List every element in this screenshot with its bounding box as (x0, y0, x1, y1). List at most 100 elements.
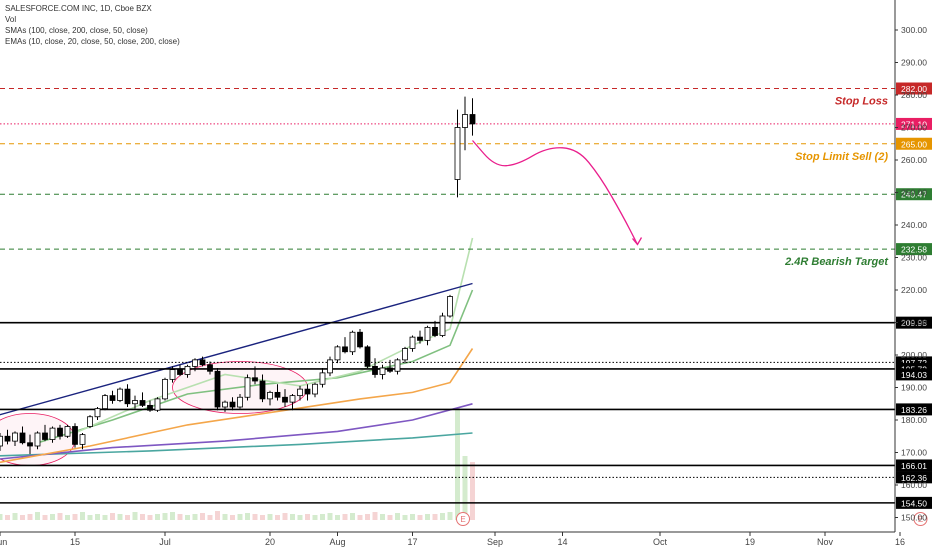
level-annotation: 2.4R Bearish Target (784, 256, 889, 268)
candle-body[interactable] (192, 359, 198, 367)
candle-body[interactable] (267, 391, 273, 400)
candle-body[interactable] (27, 442, 33, 447)
candle-body[interactable] (372, 365, 378, 375)
candle-body[interactable] (12, 432, 18, 442)
candle-body[interactable] (4, 435, 11, 442)
candle-body[interactable] (439, 315, 446, 336)
candle-body[interactable] (124, 388, 131, 405)
candle-body[interactable] (334, 346, 341, 361)
candle-body[interactable] (79, 434, 86, 445)
candle-body[interactable] (304, 388, 311, 395)
candle-body[interactable] (49, 427, 56, 440)
volume-bar (417, 515, 423, 520)
earnings-marker-icon[interactable] (456, 512, 470, 526)
volume-bar (155, 514, 160, 520)
volume-bar (222, 514, 228, 520)
level-annotation: Stop Limit Sell (2) (795, 151, 888, 163)
candle-body[interactable] (454, 127, 461, 180)
candle-body[interactable] (409, 336, 416, 349)
candle-body[interactable] (237, 396, 243, 408)
time-axis-label: 19 (745, 537, 755, 547)
candle-body[interactable] (402, 348, 408, 361)
time-axis-label: 16 (895, 537, 905, 547)
earnings-marker-icon[interactable] (913, 512, 928, 526)
candle-body[interactable] (297, 388, 303, 397)
candle-body[interactable] (364, 346, 371, 367)
candle-body[interactable] (447, 296, 453, 317)
ema-indicator-label[interactable]: EMAs (10, close, 20, close, 50, close, 2… (5, 37, 180, 46)
candle-body[interactable] (214, 370, 221, 408)
candle-body[interactable] (177, 369, 183, 375)
level-annotation: Stop Loss (835, 96, 888, 108)
candle-body[interactable] (274, 391, 281, 398)
candle-body[interactable] (0, 435, 3, 447)
candle-body[interactable] (387, 367, 393, 372)
volume-bar (237, 514, 243, 520)
candle-body[interactable] (162, 378, 168, 400)
candle-body[interactable] (319, 372, 326, 385)
volume-bar (147, 515, 153, 520)
candle-body[interactable] (327, 359, 333, 374)
volume-bar (35, 512, 40, 520)
volume-bar (372, 512, 378, 520)
price-level-label: 265.00 (901, 139, 927, 149)
candle-body[interactable] (117, 388, 123, 401)
candle-body[interactable] (207, 364, 213, 372)
candle-body[interactable] (19, 432, 26, 444)
candle-body[interactable] (289, 395, 296, 403)
price-axis-label: 160.00 (901, 480, 927, 490)
candle-body[interactable] (424, 326, 431, 341)
candle-body[interactable] (57, 427, 63, 437)
candle-body[interactable] (417, 336, 423, 341)
earnings-marker-label: E (918, 515, 923, 524)
candle-body[interactable] (64, 426, 71, 437)
candle-body[interactable] (169, 369, 176, 380)
candle-body[interactable] (394, 359, 401, 372)
candle-body[interactable] (432, 326, 438, 336)
candle-body[interactable] (462, 114, 468, 128)
candle-body[interactable] (342, 346, 348, 353)
candle-body[interactable] (184, 365, 191, 375)
time-axis-label: Oct (653, 537, 668, 547)
candle-body[interactable] (139, 400, 146, 406)
time-axis-label: 14 (557, 537, 567, 547)
candle-body[interactable] (42, 432, 48, 440)
projection-path[interactable] (472, 140, 639, 245)
candle-body[interactable] (147, 404, 153, 411)
candle-body[interactable] (312, 383, 318, 395)
candle-body[interactable] (72, 426, 78, 445)
candle-body[interactable] (94, 408, 101, 418)
candle-body[interactable] (87, 416, 93, 427)
volume-bar (440, 513, 445, 520)
sma-indicator-label[interactable]: SMAs (100, close, 200, close, 50, close) (5, 26, 148, 35)
candle-body[interactable] (357, 331, 363, 348)
candle-body[interactable] (34, 432, 41, 447)
candle-body[interactable] (154, 398, 161, 411)
candle-body[interactable] (102, 395, 108, 410)
volume-bar (72, 514, 78, 520)
candle-body[interactable] (222, 401, 228, 408)
volume-indicator-label[interactable]: Vol (5, 15, 17, 24)
candle-body[interactable] (469, 114, 476, 125)
candle-body[interactable] (282, 396, 288, 403)
candle-body[interactable] (244, 377, 251, 398)
time-axis-label: Nov (817, 537, 834, 547)
price-axis-label: 250.00 (901, 188, 927, 198)
candle-body[interactable] (349, 331, 356, 353)
volume-bar (110, 513, 115, 520)
volume-bar (177, 514, 183, 520)
volume-bar (50, 514, 55, 520)
volume-bar (410, 514, 415, 520)
candle-body[interactable] (259, 380, 266, 400)
candle-body[interactable] (379, 367, 386, 375)
candle-body[interactable] (199, 359, 206, 366)
volume-bar (425, 514, 430, 520)
candle-body[interactable] (132, 400, 138, 405)
candle-body[interactable] (109, 395, 116, 401)
volume-bar (267, 514, 273, 520)
trend-line[interactable] (0, 282, 473, 417)
price-level-badge (896, 188, 932, 201)
candle-body[interactable] (229, 401, 236, 408)
candle-body[interactable] (252, 377, 258, 382)
